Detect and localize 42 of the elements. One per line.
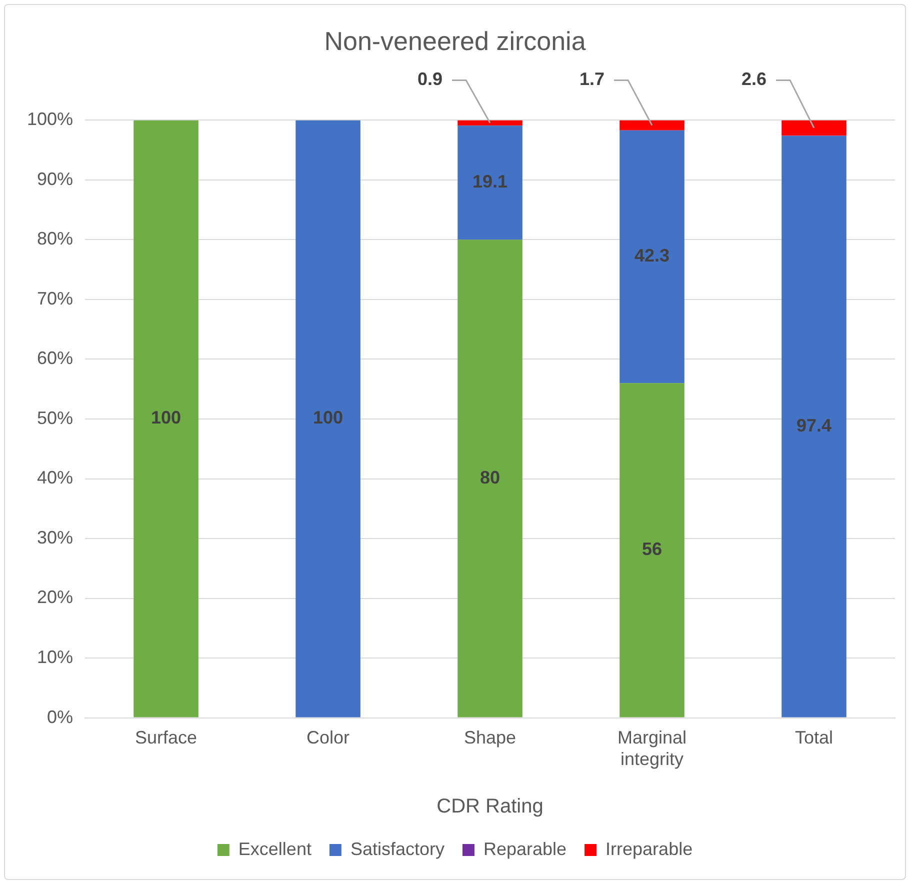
legend-label: Reparable (483, 838, 567, 859)
y-tick-label: 0% (47, 706, 74, 727)
data-label: 97.4 (796, 415, 832, 436)
x-tick-label: Color (306, 728, 350, 748)
y-tick-label: 30% (37, 527, 74, 548)
y-tick-label: 20% (37, 587, 74, 608)
legend-label: Irreparable (606, 838, 693, 859)
bar (782, 136, 846, 718)
y-tick-label: 80% (37, 228, 74, 249)
x-tick-label: Marginal integrity (617, 728, 687, 770)
chart-title: Non-veneered zirconia (324, 26, 586, 56)
y-tick-label: 90% (37, 168, 74, 189)
bar (458, 240, 522, 718)
legend-label: Excellent (238, 838, 312, 859)
y-tick-label: 50% (37, 408, 74, 428)
bar (620, 130, 684, 384)
x-tick-label: Surface (135, 728, 198, 748)
data-label: 56 (642, 539, 662, 560)
data-label: 100 (313, 408, 344, 428)
x-tick-label: Total (794, 728, 834, 748)
x-tick-label: Shape (464, 728, 516, 748)
bar (296, 120, 360, 718)
y-tick-label: 60% (37, 348, 74, 368)
data-label: 42.3 (634, 246, 670, 266)
bar (620, 383, 684, 718)
x-axis-title: CDR Rating (436, 796, 544, 818)
data-label: 100 (151, 408, 182, 428)
y-tick-label: 10% (37, 647, 74, 668)
y-tick-label: 40% (37, 468, 74, 488)
bar (458, 126, 522, 240)
data-label: 0.9 (418, 69, 443, 90)
y-tick-label: 70% (37, 288, 74, 308)
data-label: 80 (480, 467, 500, 488)
data-label: 2.6 (741, 69, 767, 90)
bar (134, 120, 198, 718)
legend-label: Satisfactory (350, 838, 444, 859)
bar (620, 120, 684, 130)
bar (782, 120, 846, 136)
y-tick-label: 100% (26, 109, 74, 130)
data-label: 19.1 (472, 172, 508, 192)
data-label: 1.7 (579, 69, 605, 90)
bar (458, 120, 522, 126)
